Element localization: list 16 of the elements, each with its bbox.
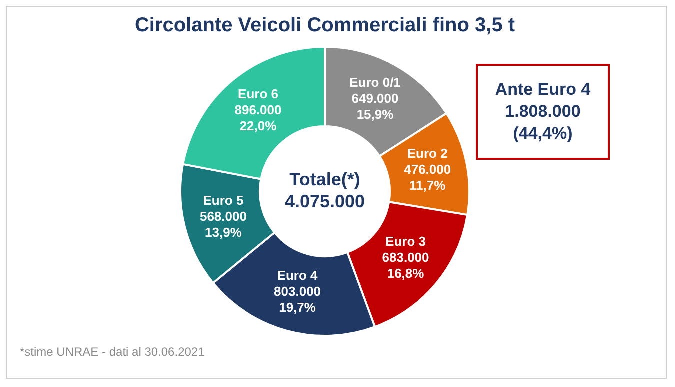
slice-label: Euro 4 (277, 268, 319, 284)
data-label: 803.000 19,7% (274, 284, 322, 316)
text: *stime UNRAE - dati al 30.06.2021 (20, 345, 205, 359)
data-label: 568.000 13,9% (200, 208, 247, 240)
slice-label: Euro 0/1 (350, 75, 401, 90)
slice-label: Euro 2 (407, 146, 448, 161)
text: Totale(*) 4.075.000 (284, 169, 366, 212)
data-label: 649.000 15,9% (352, 91, 399, 122)
text: Ante Euro 4 1.808.000 (44,4%) (476, 64, 610, 160)
slice-label: Euro 6 (238, 86, 278, 102)
data-label: 476.000 11,7% (404, 162, 452, 193)
data-label: 896.000 22,0% (234, 102, 282, 134)
data-label: 683.000 16,8% (382, 250, 430, 281)
slice-label: Euro 3 (386, 234, 426, 249)
slice-label: Euro 5 (203, 192, 244, 208)
chart-title: Circolante Veicoli Commerciali fino 3,5 t (134, 14, 516, 37)
